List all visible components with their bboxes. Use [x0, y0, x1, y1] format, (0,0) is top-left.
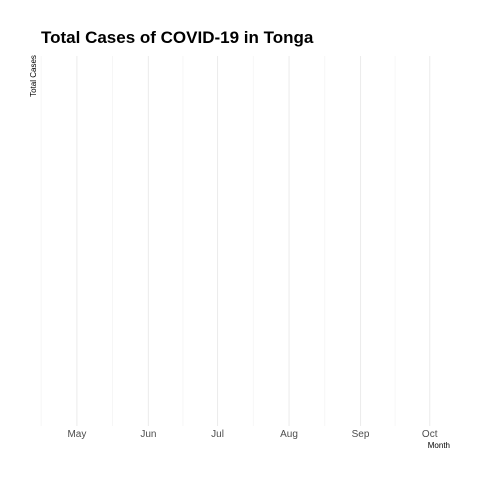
- x-tick-label-sep: Sep: [352, 429, 370, 440]
- x-tick-label-may: May: [67, 429, 86, 440]
- x-axis-label: Month: [428, 441, 450, 450]
- major-gridlines: [76, 56, 431, 426]
- x-tick-label-oct: Oct: [422, 429, 438, 440]
- x-tick-labels: May Jun Jul Aug Sep Oct: [67, 429, 437, 440]
- x-tick-label-aug: Aug: [280, 429, 298, 440]
- chart-title: Total Cases of COVID-19 in Tonga: [41, 28, 314, 47]
- minor-gridlines: [40, 56, 396, 426]
- x-tick-label-jun: Jun: [140, 429, 156, 440]
- y-axis-label: Total Cases: [29, 55, 38, 97]
- x-tick-label-jul: Jul: [211, 429, 224, 440]
